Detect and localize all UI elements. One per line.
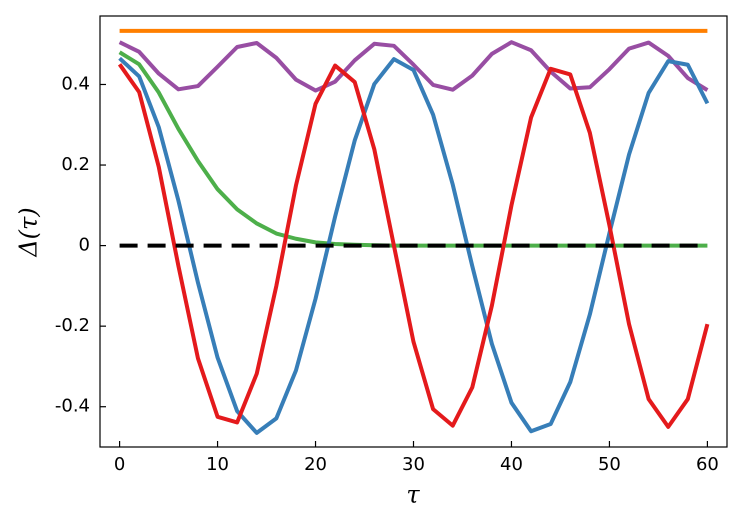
x-tick-label: 60	[696, 454, 719, 475]
series-line	[118, 40, 709, 93]
y-axis-label: Δ(τ)	[15, 207, 43, 257]
y-tick-label: 0.4	[61, 73, 90, 94]
x-tick-label: 40	[500, 454, 523, 475]
x-tick-label: 20	[304, 454, 327, 475]
y-tick-label: 0	[79, 235, 90, 256]
x-tick-label: 30	[402, 454, 425, 475]
plot-frame	[99, 15, 728, 448]
x-tick-label: 10	[206, 454, 229, 475]
y-tick-label: -0.4	[55, 396, 90, 417]
series-line	[117, 63, 710, 429]
x-axis-label: τ	[406, 481, 420, 509]
x-tick-label: 0	[114, 454, 125, 475]
series-line	[118, 50, 708, 248]
y-tick-label: -0.2	[55, 315, 90, 336]
y-tick-label: 0.2	[61, 154, 90, 175]
x-tick-label: 50	[598, 454, 621, 475]
